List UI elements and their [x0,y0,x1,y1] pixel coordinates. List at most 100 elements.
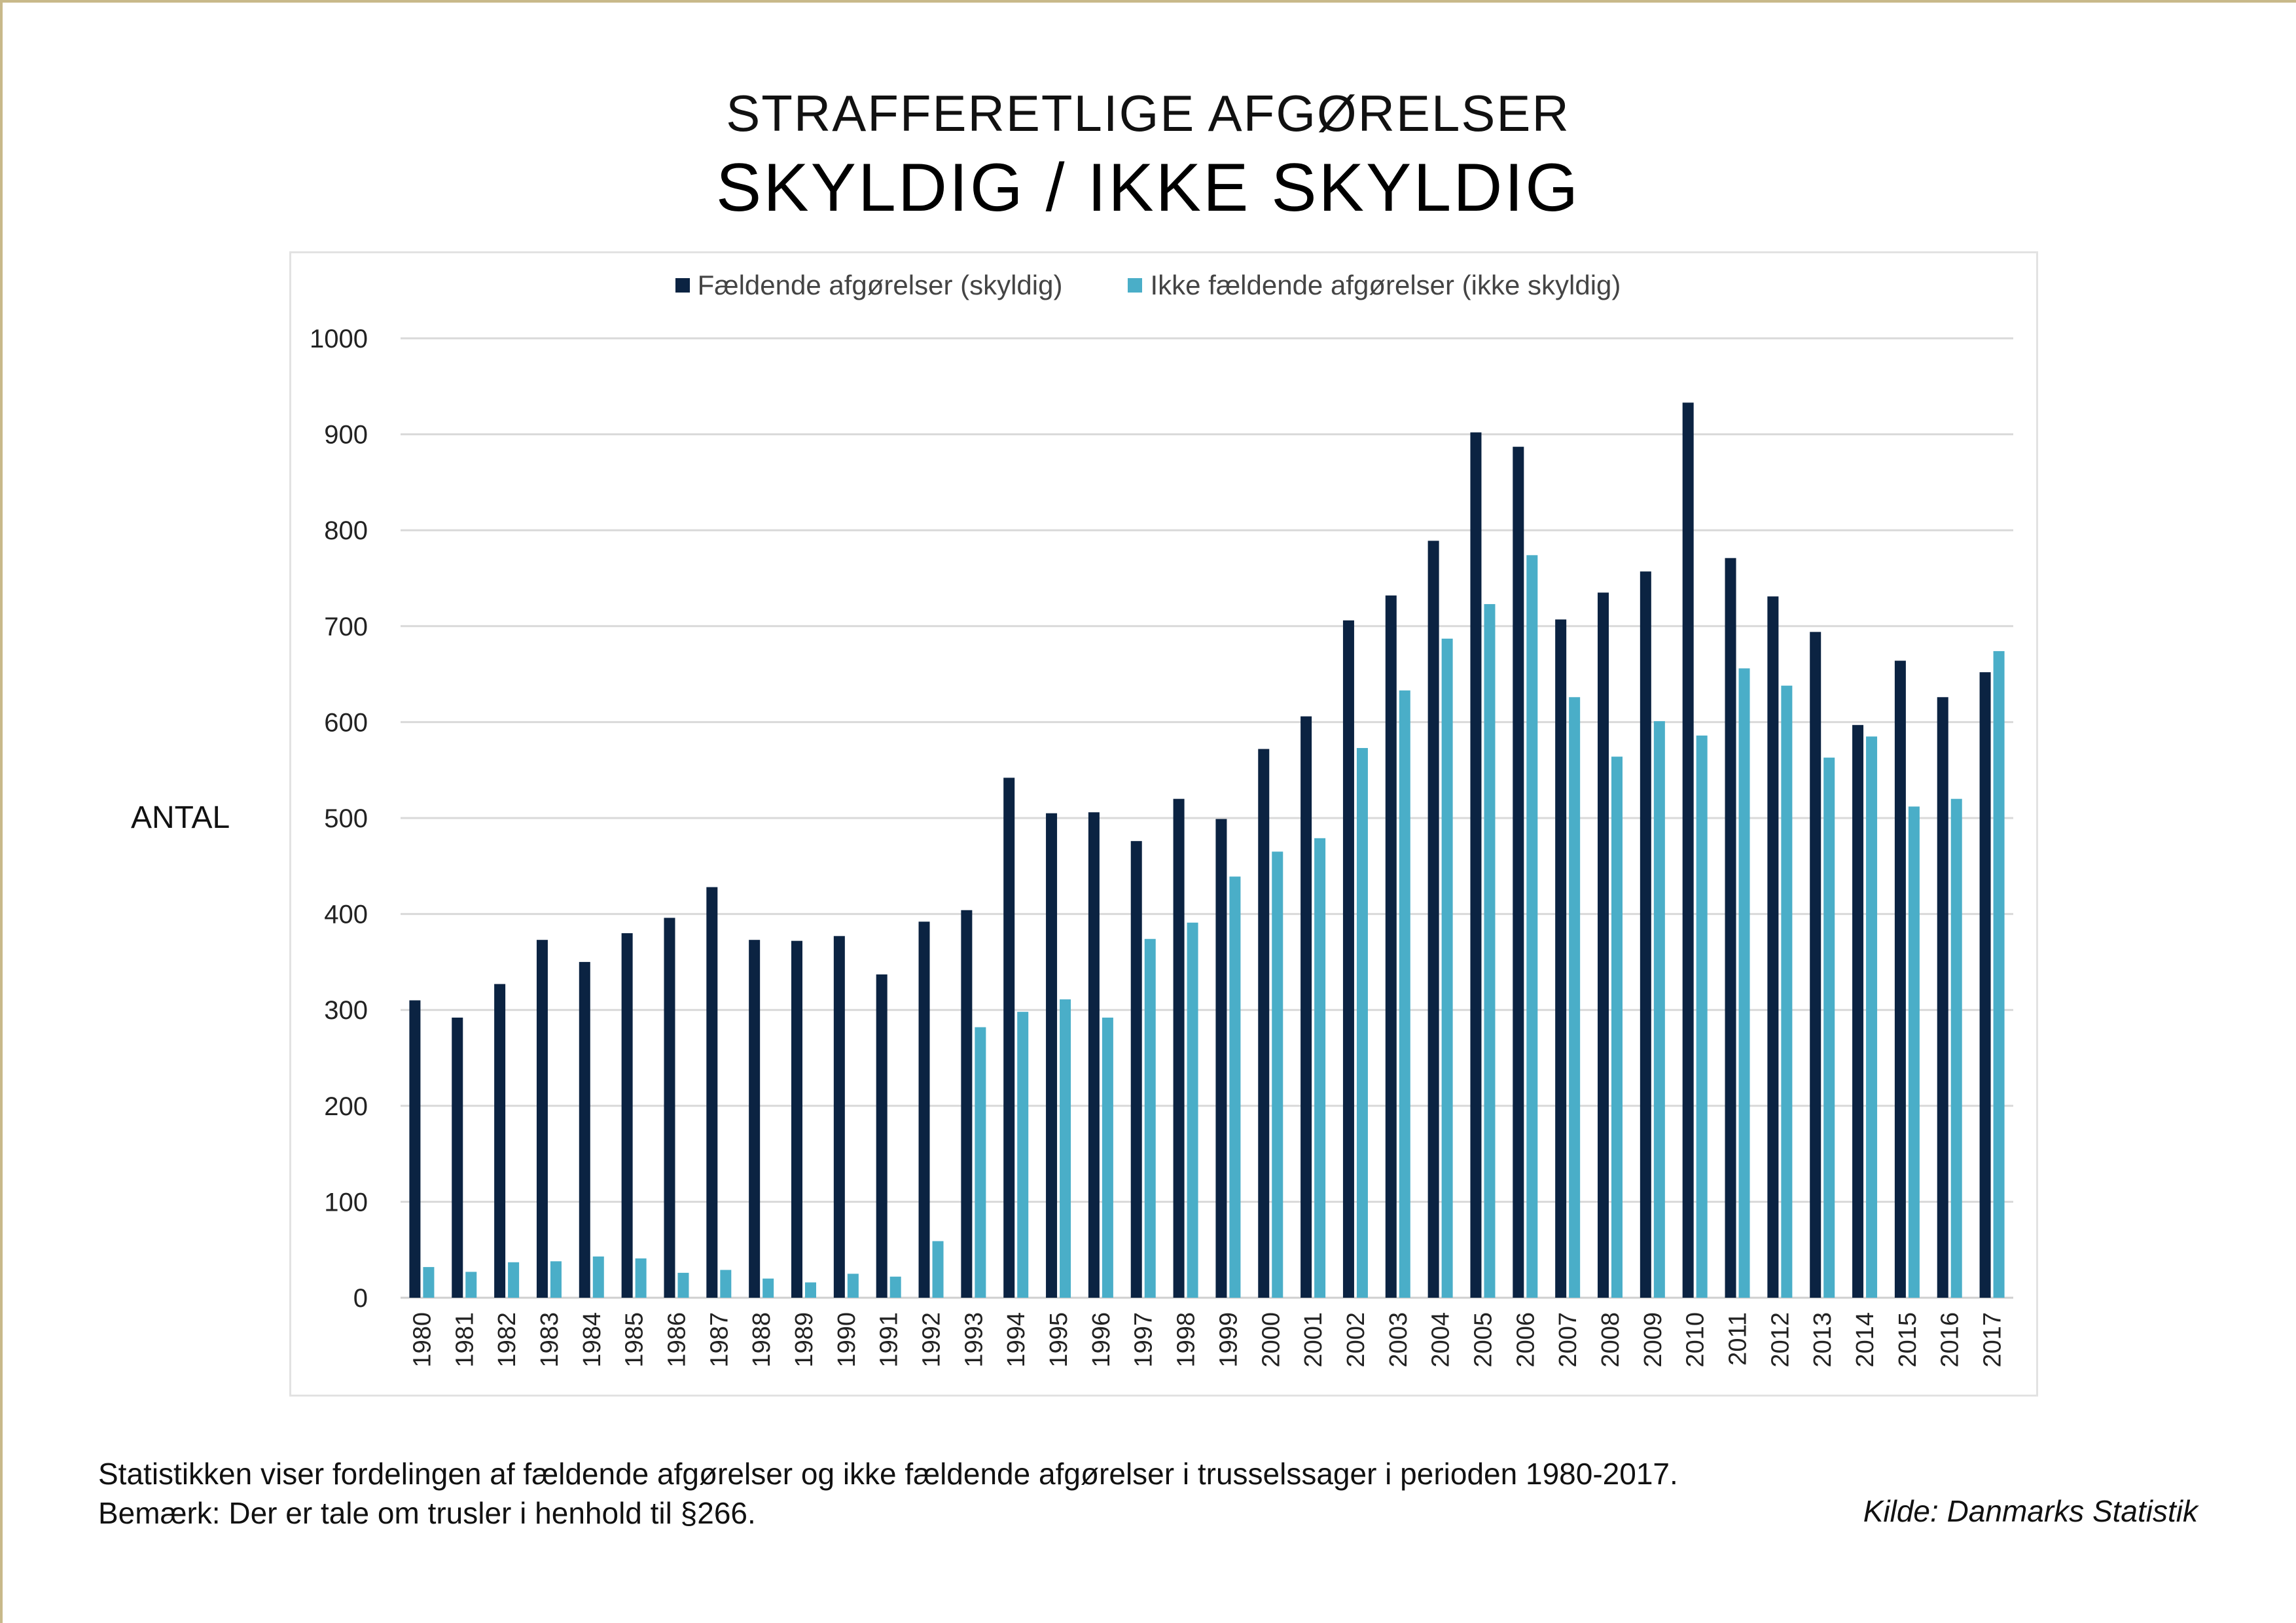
x-tick-label: 1988 [748,1312,776,1368]
bar-skyldig [1640,571,1651,1298]
bar-ikke-skyldig [1314,838,1326,1298]
bar-ikke-skyldig [1611,757,1623,1298]
x-tick-label: 2012 [1767,1312,1794,1368]
bar-ikke-skyldig [508,1262,520,1298]
bar-skyldig [1598,592,1609,1298]
bar-ikke-skyldig [1187,922,1198,1298]
bar-ikke-skyldig [1441,638,1453,1298]
x-tick-label: 2004 [1427,1312,1455,1368]
bar-ikke-skyldig [1399,690,1410,1298]
x-tick-label: 1983 [536,1312,564,1368]
x-tick-label: 1991 [876,1312,903,1368]
x-tick-label: 2005 [1469,1312,1497,1368]
bar-skyldig [876,974,888,1298]
x-tick-label: 2003 [1385,1312,1412,1368]
bar-ikke-skyldig [1484,604,1496,1298]
bar-skyldig [1513,446,1524,1298]
x-tick-label: 1989 [791,1312,818,1368]
x-tick-label: 2006 [1512,1312,1539,1368]
y-tick-label: 800 [324,516,368,545]
x-tick-label: 2016 [1937,1312,1964,1368]
bar-ikke-skyldig [762,1278,774,1298]
bar-skyldig [1937,697,1948,1298]
x-tick-label: 1985 [621,1312,649,1368]
x-tick-label: 2010 [1682,1312,1710,1368]
source-credit: Kilde: Danmarks Statistik [1863,1494,2198,1528]
chart-subtitle: SKYLDIG / IKKE SKYLDIG [715,150,1581,226]
legend-item-skyldig: Fældende afgørelser (skyldig) [675,270,1063,301]
legend-label-skyldig: Fældende afgørelser (skyldig) [697,270,1063,300]
bar-skyldig [409,1000,421,1298]
footer-remark: Bemærk: Der er tale om trusler i henhold… [98,1496,756,1530]
bar-skyldig [1003,777,1015,1298]
bar-skyldig [1682,402,1694,1298]
x-tick-label: 2017 [1979,1312,2007,1368]
bar-ikke-skyldig [1653,721,1665,1298]
y-tick-label: 500 [324,804,368,833]
bar-ikke-skyldig [847,1274,859,1298]
bar-ikke-skyldig [1356,747,1368,1298]
bar-skyldig [918,921,930,1298]
bar-ikke-skyldig [592,1256,604,1298]
bar-ikke-skyldig [932,1241,944,1298]
chart-legend: Fældende afgørelser (skyldig) Ikke fælde… [0,270,2296,301]
bar-ikke-skyldig [1272,851,1283,1298]
bar-skyldig [579,961,590,1298]
bar-ikke-skyldig [1102,1017,1113,1298]
bar-skyldig [1470,432,1482,1298]
bar-ikke-skyldig [1781,685,1793,1298]
bar-skyldig [1852,724,1864,1298]
y-tick-label: 0 [353,1284,368,1313]
x-tick-label: 2011 [1725,1312,1752,1366]
y-tick-label: 400 [324,901,368,929]
bar-ikke-skyldig [465,1272,477,1298]
x-tick-label: 1995 [1045,1312,1073,1368]
bar-skyldig [452,1017,463,1298]
bar-ikke-skyldig [1017,1012,1029,1298]
bar-skyldig [1215,819,1227,1298]
bar-skyldig [1767,596,1779,1298]
bar-skyldig [1555,619,1567,1298]
x-tick-label: 1998 [1173,1312,1200,1368]
x-tick-label: 2007 [1554,1312,1582,1368]
x-tick-label: 2001 [1300,1312,1327,1368]
x-tick-label: 1981 [451,1312,478,1368]
legend-swatch-skyldig [675,278,690,293]
bar-skyldig [536,940,548,1298]
bar-skyldig [664,918,675,1298]
x-tick-label: 2000 [1257,1312,1285,1368]
x-tick-label: 2015 [1894,1312,1922,1368]
bar-skyldig [1385,595,1397,1298]
bar-skyldig [791,940,802,1298]
bar-ikke-skyldig [677,1272,689,1298]
bar-ikke-skyldig [1569,697,1581,1298]
bar-ikke-skyldig [805,1282,816,1298]
bar-ikke-skyldig [1823,757,1835,1298]
y-tick-label: 100 [324,1188,368,1217]
bar-skyldig [1810,632,1821,1298]
bar-skyldig [1342,620,1354,1298]
bar-skyldig [706,887,718,1298]
chart-title: STRAFFERETLIGE AFGØRELSER [726,84,1570,142]
x-tick-label: 1982 [493,1312,521,1368]
bar-ikke-skyldig [1696,735,1708,1298]
footer-notes: Statistikken viser fordelingen af fælden… [98,1454,1678,1533]
bar-ikke-skyldig [1060,999,1071,1298]
bar-ikke-skyldig [975,1027,986,1298]
bar-ikke-skyldig [1950,798,1962,1298]
bar-skyldig [1300,716,1312,1298]
bar-skyldig [1046,813,1058,1298]
y-tick-label: 200 [324,1092,368,1121]
x-tick-label: 1992 [918,1312,946,1368]
footer-description: Statistikken viser fordelingen af fælden… [98,1457,1678,1491]
bar-ikke-skyldig [1144,938,1156,1298]
x-tick-label: 1984 [579,1312,606,1368]
legend-swatch-ikke-skyldig [1128,278,1143,293]
legend-label-ikke-skyldig: Ikke fældende afgørelser (ikke skyldig) [1150,270,1621,300]
y-tick-label: 1000 [310,325,368,353]
x-tick-label: 1987 [706,1312,733,1368]
x-tick-label: 1999 [1215,1312,1242,1368]
bar-skyldig [961,910,973,1298]
y-tick-label: 600 [324,708,368,737]
